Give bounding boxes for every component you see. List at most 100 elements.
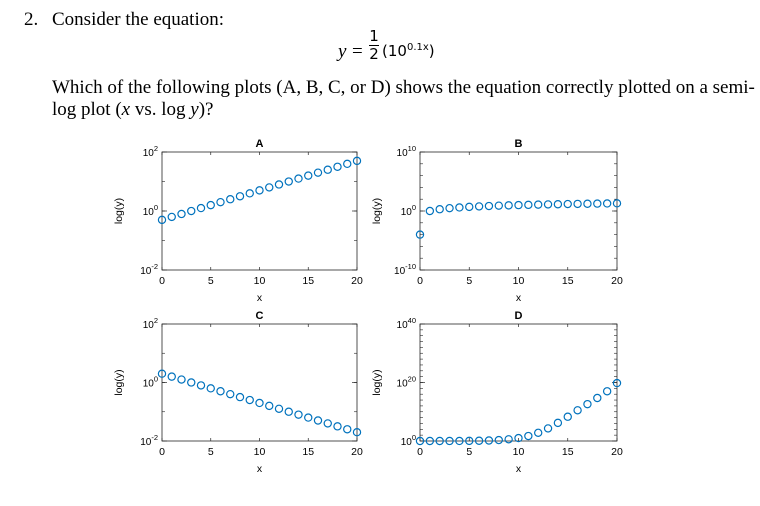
- xlabel-b: x: [516, 292, 522, 304]
- xtick-label-b: 0: [417, 275, 423, 287]
- panel-title-c: C: [256, 310, 264, 322]
- data-point-d: [504, 435, 513, 444]
- ylabel-c: log(y): [113, 369, 125, 395]
- equation-body: (100.1x): [382, 42, 435, 60]
- data-point-c: [323, 419, 332, 428]
- data-point-c: [216, 387, 225, 396]
- xtick-label-d: 5: [466, 446, 472, 458]
- data-point-d: [514, 433, 523, 443]
- xtick-label-b: 10: [513, 275, 525, 287]
- data-point-b: [415, 230, 425, 239]
- data-point-b: [573, 199, 582, 209]
- data-point-a: [235, 192, 245, 201]
- data-point-b: [534, 200, 543, 209]
- data-point-a: [265, 183, 274, 192]
- data-point-d: [593, 393, 602, 403]
- axes-box-c: [161, 323, 358, 442]
- data-point-a: [313, 168, 323, 177]
- equation-fraction: 1 2: [368, 28, 380, 63]
- data-point-a: [274, 180, 284, 189]
- data-point-a: [255, 186, 264, 195]
- data-point-b: [425, 206, 435, 216]
- data-point-a: [304, 171, 313, 180]
- xtick-label-b: 20: [611, 275, 623, 287]
- xlabel-d: x: [516, 463, 522, 475]
- ylabel-d: log(y): [371, 369, 383, 395]
- data-point-c: [313, 416, 323, 425]
- data-point-c: [284, 407, 293, 416]
- xtick-label-d: 10: [513, 446, 525, 458]
- ytick-label-c: 100: [143, 375, 158, 390]
- data-point-b: [465, 202, 474, 212]
- ytick-label-b: 100: [401, 203, 416, 218]
- panel-a: 0 5 10 15 20 102 100 10-2 Ax log(y): [113, 138, 363, 304]
- equation-lhs: y: [338, 41, 347, 62]
- q2-x: x: [121, 99, 131, 120]
- data-point-c: [157, 369, 167, 378]
- data-point-b: [494, 201, 503, 210]
- xtick-label-c: 10: [254, 446, 266, 458]
- data-point-a: [196, 203, 206, 213]
- data-point-c: [294, 410, 303, 419]
- question-line-2: log plot (x vs. log y)?: [52, 99, 214, 121]
- data-point-d: [534, 428, 543, 438]
- data-point-c: [226, 389, 235, 399]
- data-point-a: [294, 174, 303, 183]
- panel-title-b: B: [515, 138, 523, 150]
- ytick-label-b: 10-10: [394, 262, 416, 277]
- data-point-a: [343, 159, 352, 169]
- data-point-b: [445, 203, 454, 213]
- data-point-b: [484, 201, 494, 211]
- axes-box-d: [419, 323, 618, 442]
- data-point-a: [333, 162, 342, 171]
- data-point-c: [196, 381, 206, 390]
- question-prompt: Consider the equation:: [52, 9, 225, 30]
- data-point-d: [583, 399, 592, 409]
- data-point-c: [177, 375, 186, 384]
- data-point-c: [235, 392, 245, 402]
- xlabel-c: x: [257, 463, 263, 475]
- panel-d: 0 5 10 15 20 1040 1020 100 Dx log(y): [371, 310, 623, 475]
- data-point-b: [455, 203, 464, 212]
- data-point-a: [177, 209, 186, 219]
- xtick-label-a: 20: [351, 275, 363, 287]
- data-point-a: [187, 206, 196, 216]
- xtick-label-d: 20: [611, 446, 623, 458]
- data-point-c: [304, 413, 313, 422]
- data-point-b: [435, 205, 444, 214]
- equation-exponent: 0.1x: [406, 42, 429, 53]
- data-point-d: [435, 436, 444, 446]
- data-point-d: [445, 436, 454, 446]
- equation-equals: =: [352, 41, 363, 62]
- question-number: 2.: [24, 9, 39, 30]
- equation: y = 1 2 (100.1x): [338, 28, 488, 72]
- q2-part-c: )?: [198, 99, 214, 120]
- xtick-label-b: 15: [562, 275, 574, 287]
- data-point-b: [504, 201, 513, 210]
- data-point-c: [206, 384, 215, 393]
- data-point-b: [602, 199, 612, 208]
- data-point-a: [206, 200, 215, 210]
- data-point-d: [553, 418, 563, 428]
- ytick-label-b: 1010: [397, 144, 416, 159]
- ytick-label-d: 100: [401, 433, 416, 448]
- data-point-d: [563, 412, 572, 421]
- axes-box-b: [419, 151, 618, 271]
- data-point-a: [323, 165, 332, 174]
- ytick-label-d: 1020: [397, 375, 416, 390]
- xtick-label-b: 5: [466, 275, 472, 287]
- xtick-label-d: 15: [562, 446, 574, 458]
- data-point-c: [265, 401, 274, 411]
- data-point-b: [563, 199, 572, 209]
- xtick-label-a: 5: [208, 275, 214, 287]
- data-point-d: [612, 378, 622, 388]
- data-point-b: [514, 200, 523, 210]
- data-point-d: [465, 436, 474, 446]
- data-point-b: [553, 200, 563, 209]
- data-point-b: [612, 199, 622, 208]
- data-point-d: [415, 436, 425, 446]
- data-point-a: [245, 189, 254, 198]
- xlabel-a: x: [257, 292, 263, 304]
- equation-denominator: 2: [369, 45, 379, 63]
